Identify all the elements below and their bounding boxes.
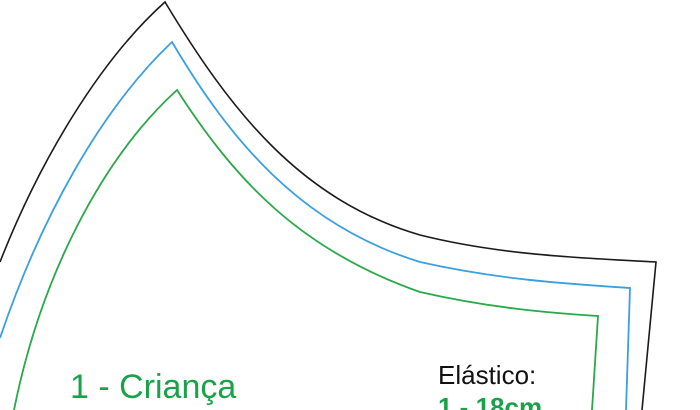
seam-line (0, 40, 631, 410)
size-label: 1 - Criança (70, 368, 236, 406)
cut-line (0, 0, 657, 410)
elastic-length: 1 - 18cm (438, 392, 542, 410)
elastic-heading: Elástico: (438, 360, 536, 390)
size-line (13, 88, 599, 410)
